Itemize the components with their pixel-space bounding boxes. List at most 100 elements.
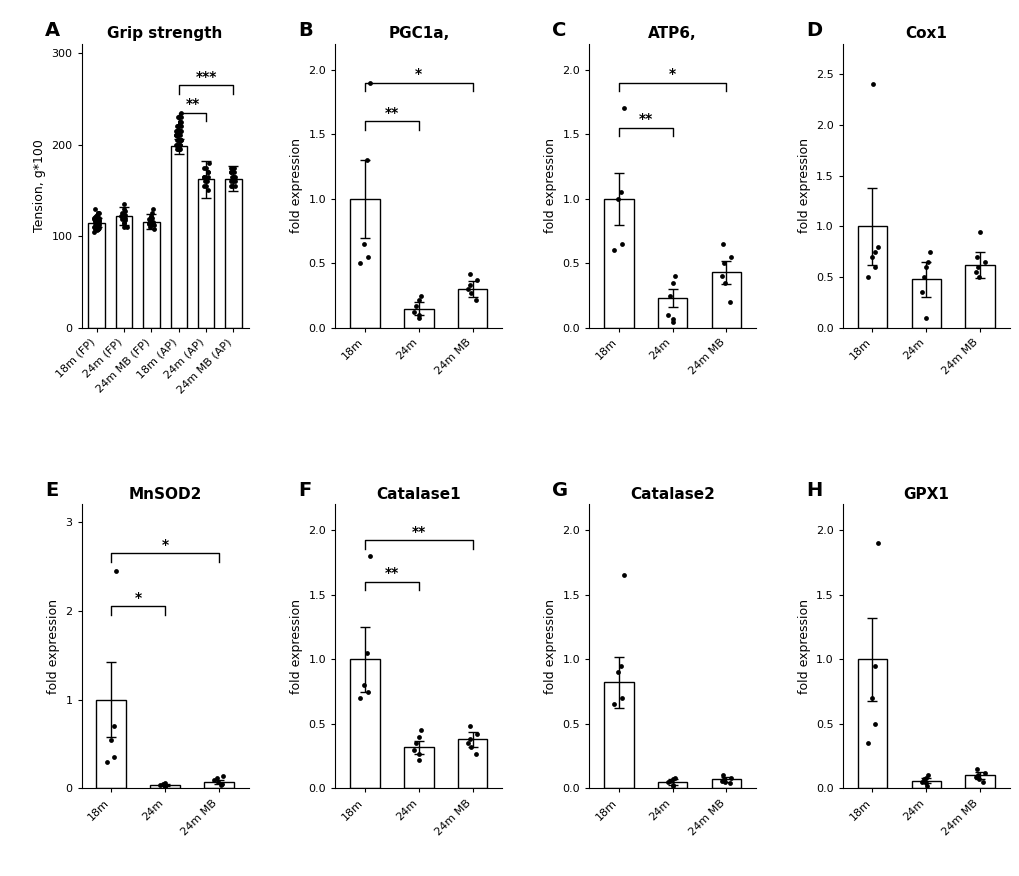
Point: [145, 201, 161, 215]
Bar: [657, 299, 687, 328]
Point: [966, 770, 982, 784]
Point: [170, 129, 186, 143]
Bar: [657, 782, 687, 788]
Point: [715, 257, 732, 271]
Point: [974, 775, 990, 789]
Point: [88, 220, 104, 234]
Point: [863, 250, 879, 264]
Point: [168, 129, 184, 143]
Point: [113, 209, 129, 223]
Point: [105, 719, 121, 733]
Point: [173, 105, 190, 119]
Point: [154, 777, 170, 791]
Point: [173, 115, 190, 129]
Point: [87, 219, 103, 233]
Point: [360, 684, 376, 698]
Point: [659, 775, 676, 789]
Point: [917, 311, 933, 325]
Point: [172, 119, 189, 133]
Bar: [711, 272, 741, 328]
Bar: [143, 222, 159, 328]
Point: [144, 207, 160, 221]
Point: [170, 124, 186, 138]
Point: [172, 129, 189, 143]
Point: [362, 75, 378, 89]
Point: [157, 776, 173, 790]
Point: [359, 153, 375, 167]
Point: [169, 119, 185, 133]
Point: [223, 179, 239, 193]
Point: [714, 768, 731, 782]
Point: [172, 115, 189, 129]
Point: [613, 691, 630, 705]
Point: [91, 213, 107, 227]
Bar: [911, 279, 941, 328]
Point: [222, 160, 238, 174]
Y-axis label: fold expression: fold expression: [543, 599, 556, 694]
Point: [88, 213, 104, 227]
Point: [612, 186, 629, 200]
Point: [87, 216, 103, 230]
Point: [716, 775, 733, 789]
Point: [966, 265, 982, 279]
Point: [89, 215, 105, 229]
Point: [117, 213, 133, 227]
Point: [108, 564, 124, 578]
Point: [411, 746, 427, 760]
Point: [663, 778, 680, 792]
Point: [99, 755, 115, 769]
Point: [198, 160, 214, 174]
Point: [115, 197, 131, 211]
Point: [196, 160, 212, 174]
Point: [917, 260, 933, 274]
Point: [919, 768, 935, 782]
Y-axis label: fold expression: fold expression: [47, 599, 60, 694]
Text: **: **: [638, 112, 652, 126]
Bar: [458, 739, 487, 788]
Point: [215, 769, 231, 783]
Point: [90, 222, 106, 236]
Point: [866, 659, 882, 673]
Point: [169, 142, 185, 156]
Point: [117, 203, 133, 217]
Point: [91, 207, 107, 221]
Point: [970, 270, 986, 284]
Point: [722, 250, 739, 264]
Title: MnSOD2: MnSOD2: [128, 487, 202, 502]
Point: [90, 207, 106, 221]
Point: [89, 209, 105, 223]
Point: [88, 209, 104, 223]
Point: [460, 736, 476, 750]
Point: [196, 170, 212, 184]
Point: [171, 124, 187, 138]
Point: [661, 774, 678, 788]
Point: [197, 174, 213, 188]
Point: [171, 138, 187, 152]
Point: [665, 269, 682, 283]
Point: [406, 306, 422, 320]
Point: [90, 215, 106, 229]
Bar: [350, 199, 379, 328]
Point: [168, 138, 184, 152]
Point: [91, 216, 107, 230]
Point: [90, 217, 106, 231]
Point: [89, 212, 105, 226]
Point: [915, 270, 931, 284]
Point: [663, 312, 680, 326]
Point: [411, 730, 427, 744]
Y-axis label: fold expression: fold expression: [797, 599, 810, 694]
Point: [91, 214, 107, 228]
Point: [89, 218, 105, 232]
Point: [196, 170, 212, 184]
Point: [88, 222, 104, 236]
Point: [171, 115, 187, 129]
Text: E: E: [45, 482, 58, 500]
Point: [408, 736, 424, 750]
Point: [462, 279, 478, 293]
Title: GPX1: GPX1: [903, 487, 949, 502]
Point: [866, 245, 882, 259]
Point: [171, 133, 187, 147]
Point: [170, 110, 186, 124]
Title: Catalase1: Catalase1: [376, 487, 461, 502]
Point: [609, 192, 626, 206]
